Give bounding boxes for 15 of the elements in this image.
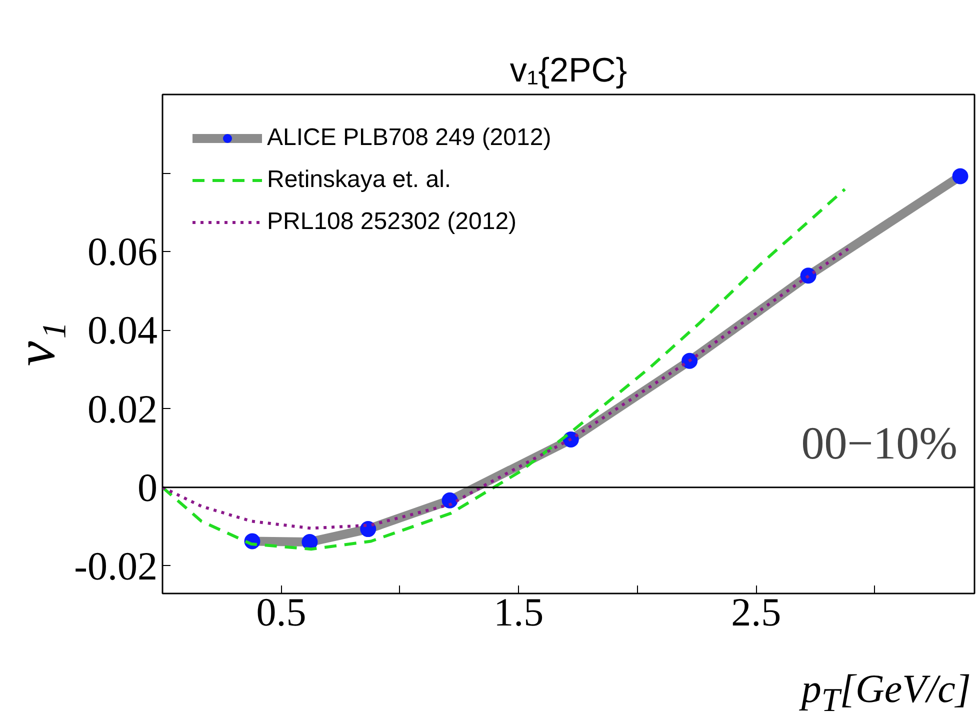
annotation: 00−10% [801, 418, 958, 468]
y-tick-label: 0.06 [88, 229, 158, 274]
x-axis-title: p$_{T}$[GeV/c] [801, 665, 971, 720]
y-tick-label: -0.02 [74, 543, 158, 588]
y-tick-label: 0.02 [88, 386, 158, 432]
legend-label: PRL108 252302 (2012) [267, 208, 517, 236]
legend-label: Retinskaya et. al. [267, 166, 452, 194]
y-tick-label: 0 [138, 464, 158, 510]
x-tick-label: 0.5 [256, 590, 306, 634]
x-tick-label: 1.5 [494, 590, 544, 634]
y-axis-title: v₁ [5, 322, 68, 366]
chart-title: v₁{2PC} [510, 52, 628, 90]
y-tick-label: 0.04 [88, 308, 158, 353]
legend-label: ALICE PLB708 249 (2012) [267, 124, 552, 152]
x-tick-label: 2.5 [731, 590, 782, 634]
